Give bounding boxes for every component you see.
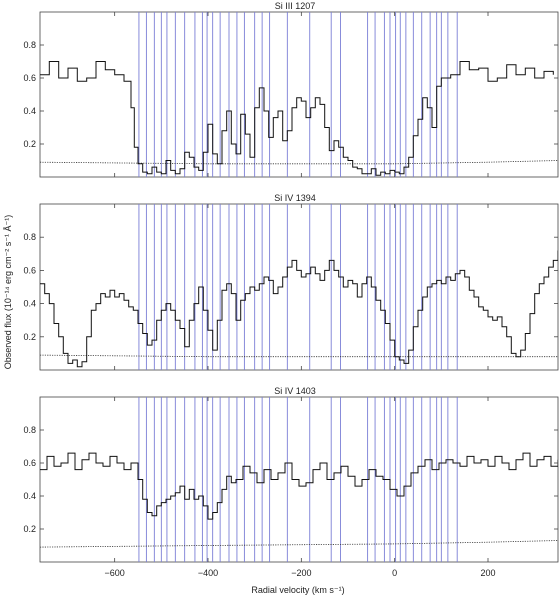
panel-2: 0.2 0.4 0.6 0.8 Si IV 1394 [23,193,559,371]
panel-title: Si IV 1403 [274,386,316,396]
x-tick-label: −400 [198,568,218,578]
flux-spectrum [40,61,554,176]
y-tick-label: 0.2 [23,524,36,534]
x-tick-label: 0 [392,568,397,578]
error-spectrum [40,354,558,358]
y-tick-label: 0.6 [23,73,36,83]
y-tick-label: 0.4 [23,106,36,116]
component-lines [138,204,458,370]
y-tick-label: 0.2 [23,139,36,149]
y-tick-label: 0.6 [23,458,36,468]
flux-spectrum [40,250,558,368]
x-tick-label: −600 [105,568,125,578]
panel-frame [39,203,559,371]
y-tick-label: 0.4 [23,299,36,309]
y-tick-label: 0.8 [23,40,36,50]
panels: 0.2 0.4 0.6 0.8 Si III 1207 0.2 0.4 0.6 0.8 Si IV… [23,1,559,563]
x-axis-label: Radial velocity (km s⁻¹) [251,585,344,595]
y-axis-label: Observed flux (10⁻¹⁴ erg cm⁻² s⁻¹ Å⁻¹) [3,215,13,369]
x-tick-labels: −600 −400 −200 0 200 [105,568,496,578]
component-lines [138,12,458,177]
y-tick-label: 0.4 [23,491,36,501]
panel-title: Si III 1207 [275,1,316,11]
panel-3: 0.2 0.4 0.6 0.8 Si IV 1403 [23,386,559,563]
y-tick-label: 0.8 [23,232,36,242]
panel-frame [39,11,559,178]
component-lines [138,397,458,562]
error-spectrum [40,540,558,548]
x-tick-label: −200 [291,568,311,578]
y-tick-label: 0.2 [23,332,36,342]
panel-1: 0.2 0.4 0.6 0.8 Si III 1207 [23,1,559,178]
x-tick-label: 200 [480,568,495,578]
flux-spectrum [40,452,558,520]
panel-frame [39,396,559,563]
panel-title: Si IV 1394 [274,193,316,203]
error-spectrum [40,160,558,165]
y-tick-label: 0.8 [23,425,36,435]
y-tick-label: 0.6 [23,265,36,275]
